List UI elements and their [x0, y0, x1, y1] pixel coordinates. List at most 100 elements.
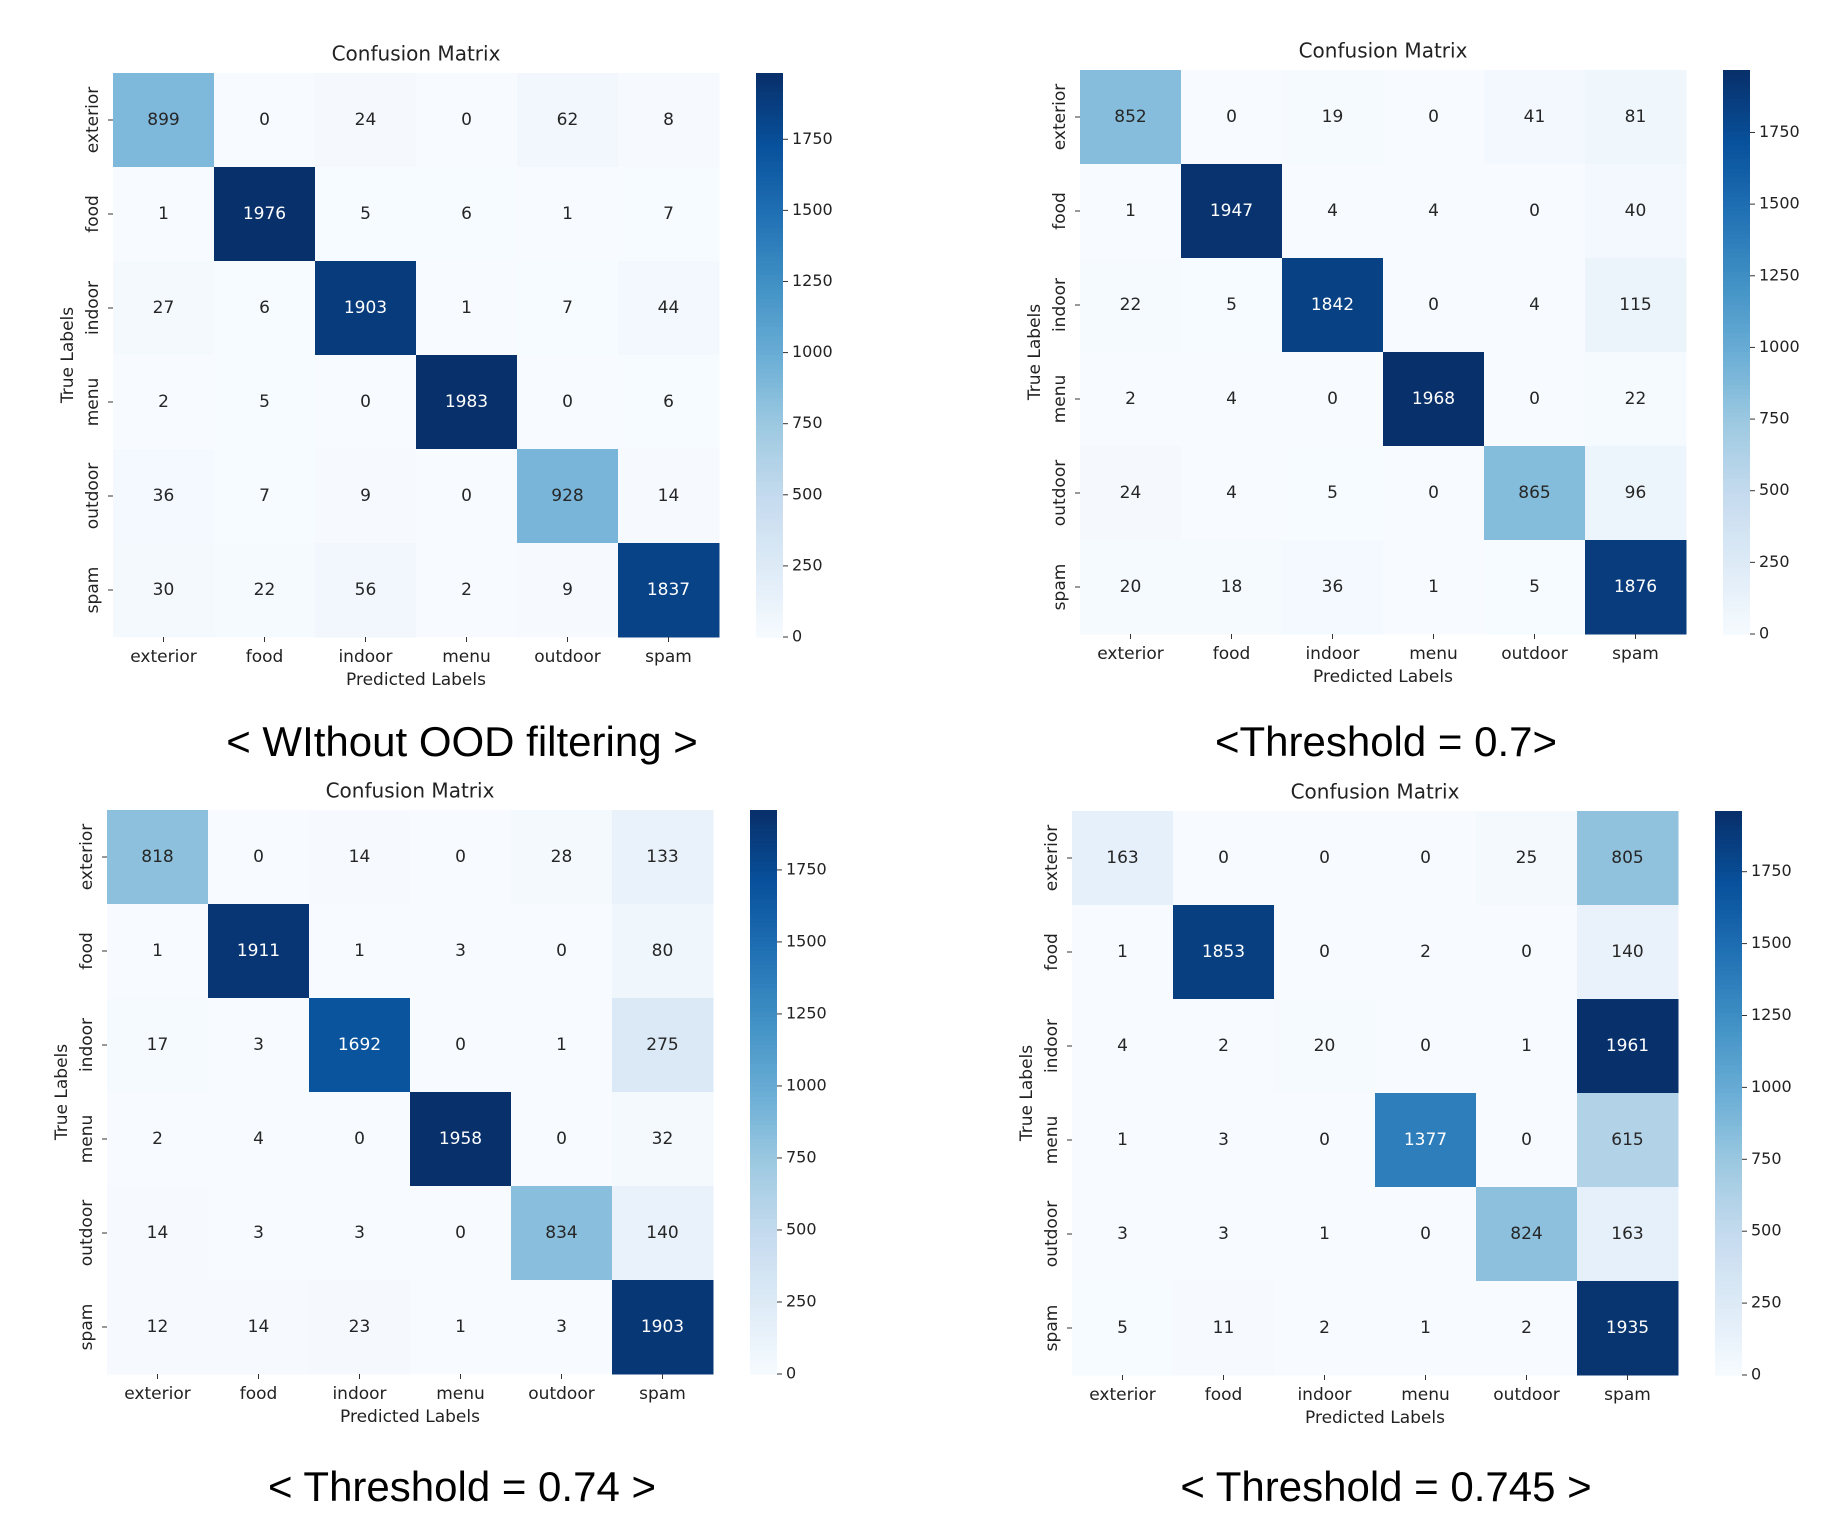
colorbar-segment [756, 143, 783, 149]
heatmap-cell [315, 543, 417, 638]
colorbar-segment [1715, 1050, 1742, 1056]
colorbar-segment [750, 1233, 777, 1239]
heatmap-cell [416, 167, 518, 262]
cell-value-label: 852 [1114, 107, 1146, 127]
cell-value-label: 36 [153, 486, 175, 506]
cell-value-label: 115 [1619, 295, 1651, 315]
heatmap-cell [1072, 1187, 1174, 1282]
cell-value-label: 7 [259, 486, 270, 506]
colorbar-segment [750, 1002, 777, 1008]
cell-value-label: 7 [663, 204, 674, 224]
colorbar-tick-label: 500 [786, 1219, 817, 1238]
colorbar-segment [756, 392, 783, 398]
y-tick-label: food [83, 195, 103, 233]
colorbar-segment [1715, 881, 1742, 887]
cell-value-label: 7 [562, 298, 573, 318]
cell-value-label: 0 [253, 847, 264, 867]
colorbar-segment [1715, 1031, 1742, 1038]
colorbar-segment [1715, 1276, 1742, 1282]
cell-value-label: 1958 [439, 1129, 482, 1149]
colorbar-segment [1723, 460, 1750, 466]
heatmap-cell [1080, 164, 1182, 259]
colorbar-segment [1715, 947, 1742, 953]
cell-value-label: 4 [1117, 1036, 1128, 1056]
x-tick-label: indoor [1305, 644, 1359, 664]
heatmap-cell [309, 998, 411, 1093]
cell-value-label: 1377 [1404, 1130, 1447, 1150]
colorbar-segment [756, 373, 783, 380]
colorbar-segment [1723, 370, 1750, 377]
heatmap-cell [1072, 1093, 1174, 1188]
colorbar-segment [1723, 229, 1750, 236]
colorbar-segment [1723, 413, 1750, 419]
cell-value-label: 6 [663, 392, 674, 412]
heatmap-cell [517, 449, 619, 544]
cell-value-label: 0 [1319, 942, 1330, 962]
cell-value-label: 3 [1218, 1130, 1229, 1150]
colorbar-segment [756, 73, 783, 79]
heatmap-cell [618, 73, 720, 168]
colorbar-segment [1715, 872, 1742, 878]
heatmap-cell [315, 73, 417, 168]
colorbar-tick-label: 1000 [786, 1075, 827, 1094]
colorbar-segment [1715, 1210, 1742, 1216]
colorbar-segment [1715, 1060, 1742, 1066]
colorbar-segment [756, 439, 783, 445]
colorbar-segment [756, 199, 783, 206]
cell-value-label: 5 [1327, 483, 1338, 503]
colorbar-segment [750, 1063, 777, 1070]
colorbar-segment [756, 552, 783, 558]
panel-caption: < Threshold = 0.74 > [267, 1463, 656, 1510]
colorbar-segment [750, 1040, 777, 1046]
heatmap-cell [1173, 1093, 1275, 1188]
colorbar-segment [1715, 914, 1742, 920]
y-tick-label: outdoor [83, 463, 103, 529]
colorbar-segment [756, 242, 783, 248]
colorbar-segment [750, 1026, 777, 1032]
colorbar-segment [1723, 540, 1750, 546]
heatmap-cell [1072, 905, 1174, 1000]
colorbar-segment [1715, 829, 1742, 836]
colorbar-segment [1715, 811, 1742, 817]
colorbar-segment [756, 350, 783, 356]
cell-value-label: 1 [152, 941, 163, 961]
heatmap-cell [410, 1092, 512, 1187]
colorbar-segment [1723, 544, 1750, 550]
y-tick-label: indoor [83, 281, 103, 335]
colorbar-segment [1715, 1017, 1742, 1024]
colorbar-segment [1723, 361, 1750, 367]
cell-value-label: 0 [1319, 1130, 1330, 1150]
cell-value-label: 0 [1420, 1224, 1431, 1244]
cell-value-label: 5 [1226, 295, 1237, 315]
colorbar-tick-label: 750 [786, 1147, 817, 1166]
colorbar-segment [756, 632, 783, 638]
colorbar-segment [1715, 1234, 1742, 1240]
colorbar-segment [1715, 1332, 1742, 1338]
cell-value-label: 1 [1420, 1318, 1431, 1338]
cell-value-label: 3 [455, 941, 466, 961]
heatmap-cell [208, 998, 310, 1093]
colorbar-segment [1723, 173, 1750, 179]
colorbar-segment [1715, 1135, 1742, 1141]
cell-value-label: 140 [646, 1223, 678, 1243]
colorbar-segment [756, 190, 783, 196]
heatmap-cell [309, 1092, 411, 1187]
colorbar-segment [1715, 1172, 1742, 1179]
colorbar-segment [1723, 431, 1750, 438]
colorbar-segment [756, 571, 783, 577]
colorbar-segment [756, 340, 783, 347]
colorbar-segment [750, 828, 777, 835]
colorbar-segment [756, 322, 783, 328]
cell-value-label: 133 [646, 847, 678, 867]
cell-value-label: 0 [1428, 483, 1439, 503]
colorbar-tick-label: 250 [1751, 1293, 1782, 1312]
colorbar-segment [756, 138, 783, 145]
chart-title: Confusion Matrix [1299, 39, 1468, 63]
colorbar-segment [750, 1073, 777, 1079]
colorbar-segment [1715, 867, 1742, 873]
colorbar-segment [756, 397, 783, 403]
colorbar-segment [1723, 577, 1750, 583]
colorbar-segment [756, 284, 783, 290]
colorbar-segment [750, 1092, 777, 1098]
colorbar-segment [750, 1214, 777, 1220]
